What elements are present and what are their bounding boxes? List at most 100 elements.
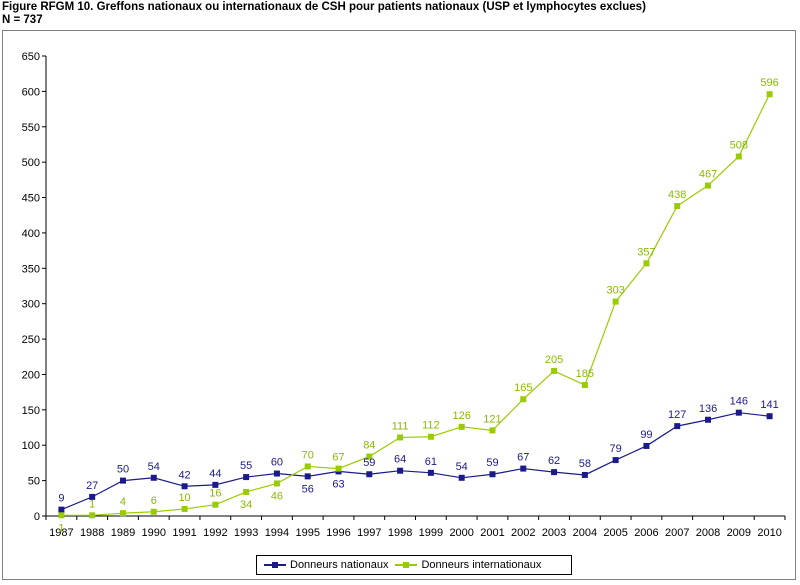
data-label-national: 61 — [425, 456, 437, 468]
data-point-international — [427, 433, 434, 440]
data-label-national: 141 — [760, 399, 778, 411]
x-tick-label: 2009 — [727, 527, 751, 539]
x-tick-label: 1990 — [142, 527, 166, 539]
data-label-national: 54 — [456, 461, 468, 473]
data-point-international — [674, 203, 681, 210]
data-label-international: 438 — [668, 189, 686, 201]
legend-label-national: Donneurs nationaux — [290, 559, 389, 571]
chart-legend: Donneurs nationaux Donneurs internationa… — [256, 555, 572, 575]
y-tick-label: 400 — [22, 228, 40, 240]
data-point-international — [58, 512, 65, 519]
data-label-national: 50 — [117, 464, 129, 476]
data-point-international — [489, 427, 496, 434]
data-point-national — [397, 467, 404, 474]
legend-label-international: Donneurs internationaux — [421, 559, 542, 571]
data-point-international — [581, 382, 588, 389]
data-point-international — [397, 434, 404, 441]
x-tick-label: 1999 — [419, 527, 443, 539]
data-point-international — [273, 480, 280, 487]
y-tick-label: 50 — [28, 476, 40, 488]
x-tick-label: 1993 — [234, 527, 258, 539]
data-point-national — [212, 481, 219, 488]
y-tick-label: 500 — [22, 157, 40, 169]
data-point-national — [581, 471, 588, 478]
data-label-international: 10 — [178, 492, 190, 504]
y-tick-label: 100 — [22, 440, 40, 452]
series-line-international — [61, 93, 771, 516]
x-tick-label: 1989 — [111, 527, 135, 539]
data-label-international: 508 — [730, 139, 748, 151]
x-tick-label: 1995 — [295, 527, 319, 539]
data-label-international: 1 — [89, 498, 95, 510]
x-tick-label: 2008 — [696, 527, 720, 539]
x-tick-label: 2001 — [480, 527, 504, 539]
legend-marker-national — [272, 562, 278, 568]
data-point-national — [551, 469, 558, 476]
data-label-international: 185 — [576, 368, 594, 380]
y-tick-label: 200 — [22, 369, 40, 381]
data-label-international: 121 — [483, 413, 501, 425]
series-line-national — [61, 412, 770, 511]
y-tick-label: 250 — [22, 334, 40, 346]
data-label-national: 62 — [548, 455, 560, 467]
y-tick-label: 650 — [22, 51, 40, 63]
data-label-national: 60 — [271, 457, 283, 469]
x-tick-label: 1988 — [80, 527, 104, 539]
data-point-national — [366, 471, 373, 478]
data-label-international: 84 — [363, 440, 375, 452]
data-point-national — [489, 471, 496, 478]
data-label-national: 58 — [579, 458, 591, 470]
legend-swatch-national — [264, 562, 286, 568]
data-point-international — [335, 465, 342, 472]
data-point-international — [366, 453, 373, 460]
y-tick-label: 350 — [22, 263, 40, 275]
data-label-national: 67 — [517, 452, 529, 464]
data-point-national — [612, 457, 619, 464]
legend-item-national: Donneurs nationaux — [264, 559, 388, 571]
data-label-national: 59 — [363, 457, 375, 469]
data-label-international: 596 — [760, 77, 778, 89]
x-tick-label: 1998 — [388, 527, 412, 539]
x-tick-label: 2002 — [511, 527, 535, 539]
data-point-national — [674, 423, 681, 430]
x-tick-label: 1987 — [49, 527, 73, 539]
legend-swatch-international — [395, 562, 418, 568]
legend-item-international: Donneurs internationaux — [395, 559, 541, 571]
data-point-international — [735, 153, 742, 160]
data-point-national — [243, 474, 250, 481]
data-label-international: 6 — [151, 495, 157, 507]
x-tick-label: 2004 — [573, 527, 597, 539]
data-label-national: 44 — [209, 468, 221, 480]
y-tick-label: 450 — [22, 193, 40, 205]
data-point-national — [427, 469, 434, 476]
legend-marker-international — [403, 562, 410, 568]
data-label-international: 1 — [58, 522, 64, 534]
data-label-national: 64 — [394, 454, 406, 466]
x-tick-label: 1996 — [326, 527, 350, 539]
data-label-international: 34 — [240, 499, 252, 511]
x-tick-label: 2000 — [449, 527, 473, 539]
chart-subtitle: N = 737 — [2, 14, 43, 26]
data-point-national — [58, 506, 65, 513]
data-label-national: 127 — [668, 409, 686, 421]
data-point-international — [551, 367, 558, 374]
data-point-national — [520, 465, 527, 472]
x-tick-label: 2006 — [634, 527, 658, 539]
x-tick-label: 2007 — [665, 527, 689, 539]
data-point-national — [304, 473, 311, 480]
data-label-national: 54 — [148, 461, 160, 473]
data-point-international — [89, 512, 96, 519]
data-point-national — [150, 474, 157, 481]
data-point-national — [643, 442, 650, 449]
y-tick-label: 0 — [34, 511, 40, 523]
data-label-national: 63 — [332, 478, 344, 490]
data-point-international — [612, 298, 619, 305]
data-label-national: 9 — [58, 493, 64, 505]
data-point-international — [243, 488, 250, 495]
x-tick-label: 2005 — [603, 527, 627, 539]
data-point-international — [181, 505, 188, 512]
data-point-national — [705, 416, 712, 423]
data-label-national: 59 — [486, 457, 498, 469]
data-point-international — [643, 260, 650, 267]
data-point-international — [119, 510, 126, 517]
